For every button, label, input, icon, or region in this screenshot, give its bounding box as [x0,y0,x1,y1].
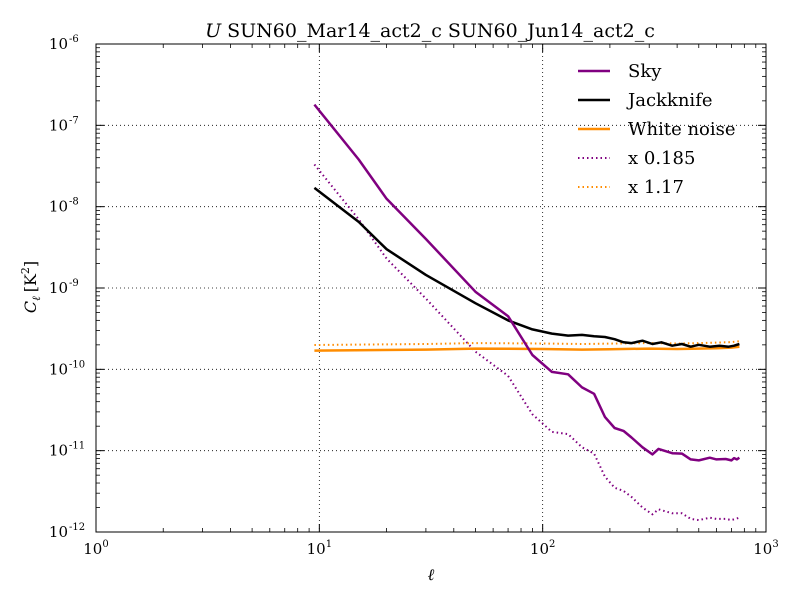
series-line-white-noise [314,345,740,352]
legend-item: x 1.17 [578,177,684,198]
legend-item: x 0.185 [578,148,695,169]
y-tick-label: 10-7 [49,115,79,134]
legend-item: White noise [578,119,736,140]
axis-ticks: 100 101 102 103 10-12 10-11 10-10 10-9 10-8 10-7 1… [49,34,779,558]
legend-label: Sky [628,61,662,82]
plot-frame [95,43,767,533]
y-tick-label: 10-9 [49,278,79,297]
series-line-sky [313,103,741,462]
y-tick-label: 10-6 [49,34,79,53]
x-tick-label: 102 [530,539,555,558]
x-tick-label: 103 [753,539,778,558]
y-tick-label: 10-11 [49,441,85,460]
legend-item: Jackknife [578,90,713,111]
legend-label: x 1.17 [628,177,684,198]
x-axis-label: ℓ [428,565,435,584]
y-axis-label: Cℓ[K2] [19,261,43,313]
x-tick-label: 101 [307,539,332,558]
y-tick-label: 10-10 [49,359,85,378]
y-tick-label: 10-12 [49,522,85,541]
y-tick-label: 10-8 [49,197,79,216]
x-tick-label: 100 [83,539,108,558]
legend: Sky Jackknife White noise x 0.185 x 1.17 [578,61,736,198]
chart-title: U SUN60_Mar14_act2_c SUN60_Jun14_act2_c [205,20,655,42]
legend-label: x 0.185 [628,148,695,169]
series-line-jackknife [313,186,740,348]
legend-item: Sky [578,61,662,82]
legend-label: Jackknife [626,90,713,111]
series-line-x-0-185 [313,163,740,522]
data-series [313,103,741,522]
legend-label: White noise [628,119,736,140]
grid-lines [96,44,766,532]
